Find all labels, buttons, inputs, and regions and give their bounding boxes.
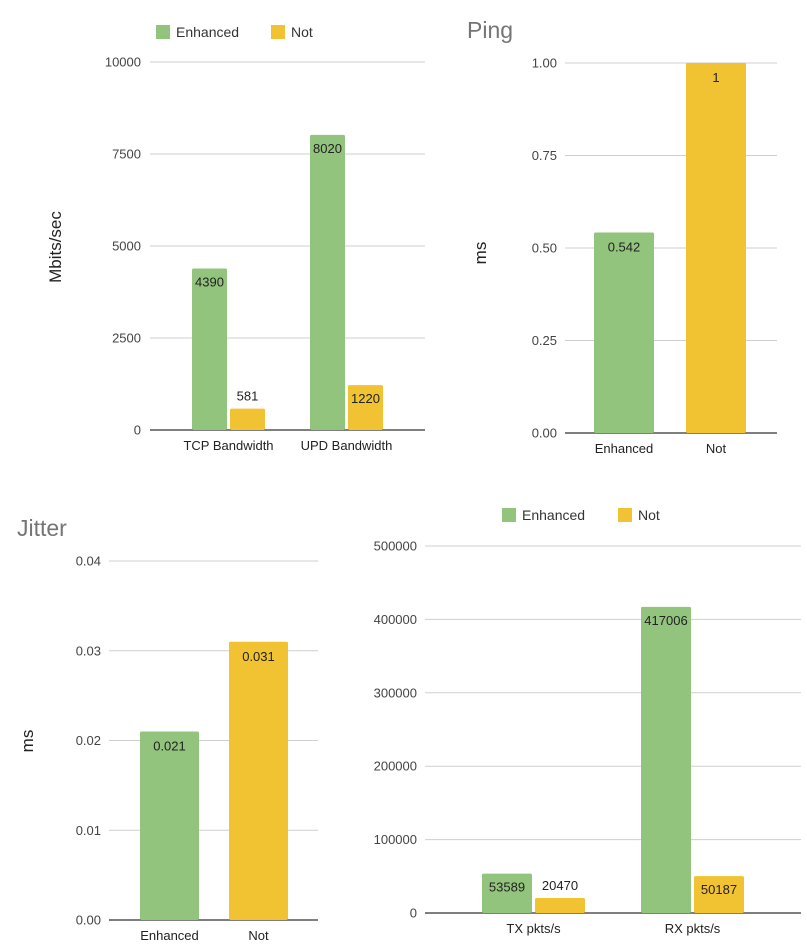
jitter-chart: 0.00 0.01 0.02 0.03 0.04 ms Jitter 0.021 Enhance… [17, 515, 318, 943]
packets-legend-label-enhanced: Enhanced [522, 507, 585, 523]
bandwidth-legend-swatch-not [271, 25, 285, 39]
bandwidth-category-label: TCP Bandwidth [183, 438, 273, 453]
bandwidth-legend-swatch-enhanced [156, 25, 170, 39]
jitter-y-tick-label: 0.02 [76, 733, 101, 748]
jitter-y-tick-label: 0.04 [76, 554, 101, 569]
ping-chart: 0.00 0.25 0.50 0.75 1.00 ms Ping 0.542 Enhanced 1… [467, 17, 777, 456]
ping-bar-not [686, 63, 746, 433]
ping-y-tick-label: 0.50 [532, 241, 557, 256]
bandwidth-y-tick-label: 5000 [112, 239, 141, 254]
jitter-category-label: Not [248, 928, 269, 943]
ping-y-tick-label: 1.00 [532, 56, 557, 71]
packets-chart: 0 100000 200000 300000 400000 500000 Enhanced N… [374, 507, 801, 936]
packets-y-tick-label: 300000 [374, 685, 417, 700]
packets-bar-enhanced [641, 606, 691, 913]
bandwidth-y-tick-label: 2500 [112, 331, 141, 346]
bandwidth-y-tick-label: 10000 [105, 55, 141, 70]
jitter-y-tick-label: 0.03 [76, 643, 101, 658]
packets-data-label: 53589 [489, 880, 525, 895]
ping-data-label: 0.542 [608, 239, 641, 254]
jitter-data-label: 0.031 [242, 649, 275, 664]
packets-y-tick-label: 200000 [374, 759, 417, 774]
bandwidth-category-label: UPD Bandwidth [301, 438, 393, 453]
bandwidth-data-label: 4390 [195, 274, 224, 289]
ping-category-label: Enhanced [595, 441, 654, 456]
jitter-y-tick-label: 0.01 [76, 823, 101, 838]
jitter-bar-not [229, 641, 288, 920]
jitter-bar-enhanced [140, 731, 199, 920]
packets-data-label: 20470 [542, 878, 578, 893]
bandwidth-y-tick-label: 0 [134, 423, 141, 438]
bandwidth-legend-label-enhanced: Enhanced [176, 24, 239, 40]
packets-legend-swatch-not [618, 508, 632, 522]
ping-data-label: 1 [712, 70, 719, 85]
bandwidth-legend-label-not: Not [291, 24, 313, 40]
jitter-data-label: 0.021 [153, 739, 186, 754]
jitter-y-tick-label: 0.00 [76, 913, 101, 928]
packets-bar-not [535, 897, 585, 913]
bandwidth-data-label: 581 [237, 389, 259, 404]
packets-category-label: RX pkts/s [665, 921, 721, 936]
ping-y-tick-label: 0.25 [532, 333, 557, 348]
ping-category-label: Not [706, 441, 727, 456]
packets-legend-swatch-enhanced [502, 508, 516, 522]
jitter-y-axis-label: ms [18, 730, 37, 753]
bandwidth-data-label: 8020 [313, 141, 342, 156]
ping-bar-enhanced [594, 232, 654, 433]
bandwidth-y-axis-label: Mbits/sec [46, 211, 65, 283]
packets-y-tick-label: 0 [410, 906, 417, 921]
packets-bar-enhanced [482, 873, 532, 913]
bandwidth-bar-not [348, 385, 383, 430]
bandwidth-bar-enhanced [310, 134, 345, 430]
jitter-category-label: Enhanced [140, 928, 199, 943]
packets-y-tick-label: 500000 [374, 539, 417, 554]
bandwidth-bar-not [230, 408, 265, 430]
ping-title: Ping [467, 17, 513, 43]
jitter-title: Jitter [17, 515, 67, 541]
bandwidth-data-label: 1220 [351, 391, 380, 406]
packets-category-label: TX pkts/s [506, 921, 561, 936]
packets-y-tick-label: 100000 [374, 832, 417, 847]
bandwidth-y-tick-label: 7500 [112, 147, 141, 162]
bandwidth-bar-enhanced [192, 268, 227, 430]
packets-legend-label-not: Not [638, 507, 660, 523]
ping-y-tick-label: 0.75 [532, 148, 557, 163]
packets-bar-not [694, 876, 744, 913]
ping-y-tick-label: 0.00 [532, 426, 557, 441]
packets-data-label: 50187 [701, 882, 737, 897]
packets-y-tick-label: 400000 [374, 612, 417, 627]
packets-data-label: 417006 [644, 613, 687, 628]
ping-y-axis-label: ms [471, 242, 490, 265]
bandwidth-chart: 0 2500 5000 7500 10000 Mbits/sec Enhanced Not 43… [46, 24, 425, 453]
